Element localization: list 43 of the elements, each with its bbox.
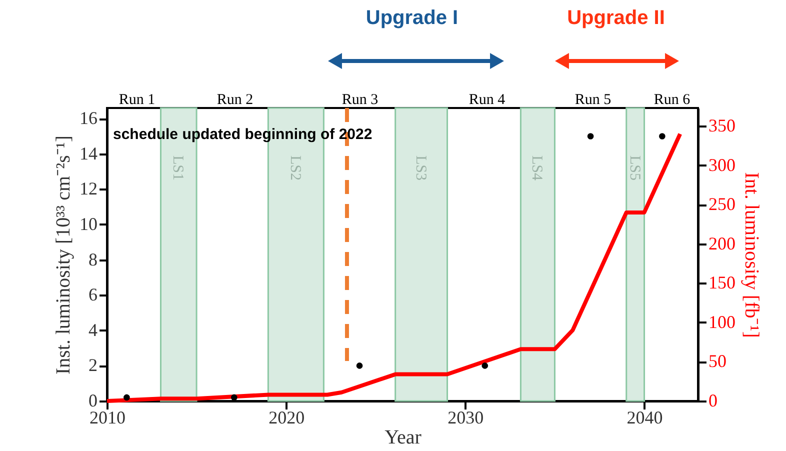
text: Run 6 [654,92,691,108]
band-label: LS3 [412,155,428,181]
y-tick-label: 12 [80,178,98,199]
y2-axis-title: Int. luminosity [fb⁻¹] [740,172,762,338]
y-tick-label: 16 [80,108,98,128]
text: Upgrade II [567,7,665,29]
band-label: LS4 [528,155,545,181]
x-tick-label: 2020 [268,408,305,428]
y2-tick-label: 200 [708,233,736,254]
point [230,394,238,401]
text: Run 1 [118,92,156,108]
y-tick-label: 4 [88,320,98,340]
text: Run 5 [574,92,612,108]
point [482,362,488,369]
y-tick-label: 10 [80,214,98,234]
point [356,362,363,369]
y2-tick-label: 50 [708,351,726,372]
y-axis-title: Inst. luminosity [10³³ cm⁻²s⁻¹] [52,135,74,375]
y2-tick-label: 250 [708,194,736,214]
y-tick-label: 0 [88,390,98,410]
x-axis-title: Year [384,426,422,448]
text: Upgrade I [366,7,458,29]
y2-tick-label: 0 [708,390,718,410]
x-tick-label: 2010 [90,408,126,428]
band-label: LS1 [170,155,186,181]
y2-tick-label: 350 [708,116,736,136]
text: Run 4 [468,92,506,108]
y2-tick-label: 150 [708,272,736,293]
text: Run 3 [342,92,378,108]
text: Run 2 [216,92,254,108]
y2-tick-label: 100 [708,312,736,332]
point [124,394,130,401]
y-tick-label: 14 [80,143,98,164]
y2-tick-label: 300 [708,154,736,175]
y-tick-label: 6 [88,284,98,305]
x-tick-label: 2040 [626,408,663,428]
band-label: LS2 [286,155,303,181]
y-tick-label: 2 [88,355,98,376]
band-label: LS5 [626,155,642,181]
point [587,133,594,140]
point [659,133,666,140]
x-tick-label: 2030 [448,408,484,428]
y-tick-label: 8 [88,249,98,270]
